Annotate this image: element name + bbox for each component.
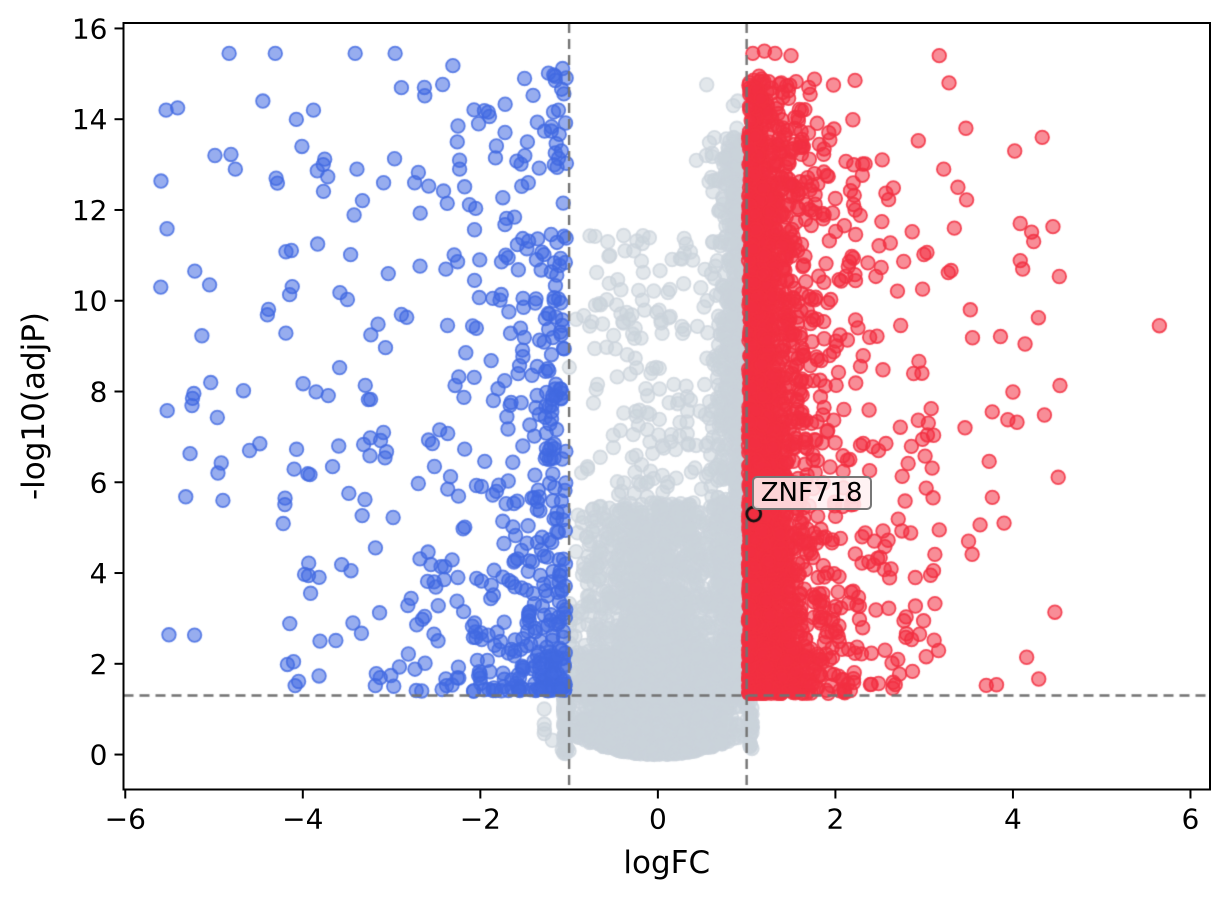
gene-annotation-label: ZNF718	[751, 476, 872, 511]
x-axis-label: logFC	[623, 845, 711, 881]
y-axis-label: -log10(adjP)	[16, 311, 52, 501]
